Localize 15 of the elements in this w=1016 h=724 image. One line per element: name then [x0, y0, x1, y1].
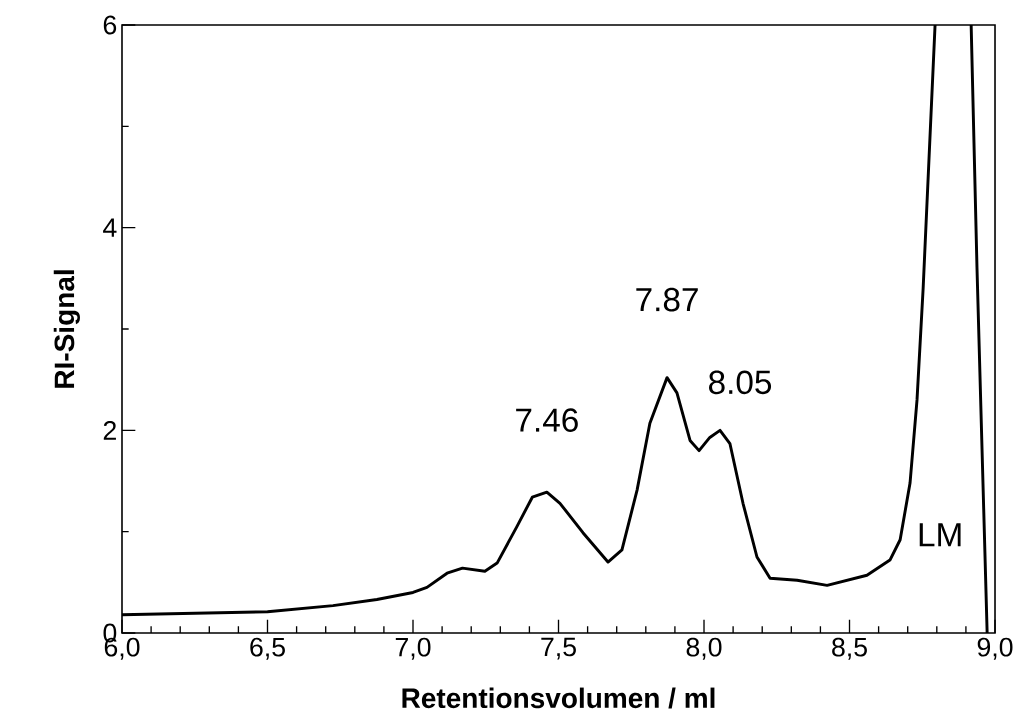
- x-tick-label: 7,5: [541, 637, 576, 660]
- x-tick-label: 6,5: [250, 637, 285, 660]
- x-tick-label: 7,0: [395, 637, 431, 660]
- annotation: 7.46: [516, 408, 578, 432]
- x-axis-title: Retentionsvolumen / ml: [402, 687, 715, 709]
- x-tick-label: 8,5: [832, 637, 867, 660]
- annotation: 8.05: [709, 370, 772, 395]
- annotation: LM: [919, 523, 961, 547]
- x-tick-label: 9,0: [977, 637, 1013, 660]
- y-axis-title: RI-Signal: [53, 270, 80, 388]
- y-tick-label: 2: [103, 421, 116, 440]
- y-tick-label: 6: [103, 15, 117, 35]
- y-tick-label: 4: [103, 218, 117, 237]
- annotation: 7.87: [636, 287, 698, 312]
- x-tick-label: 8,0: [686, 637, 722, 660]
